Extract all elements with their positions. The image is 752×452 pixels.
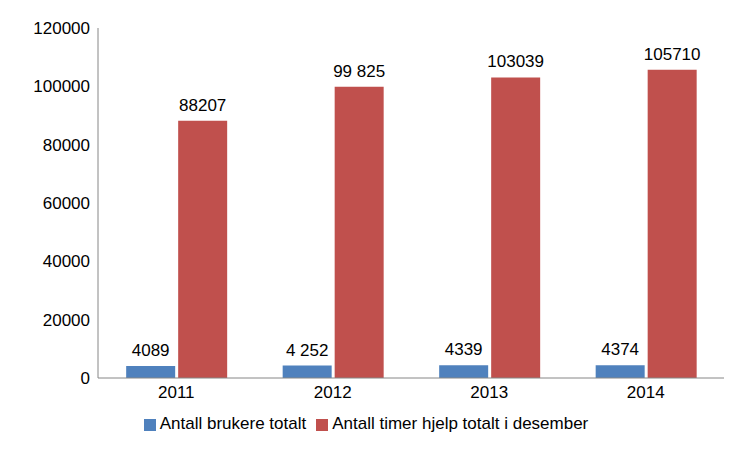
- svg-text:2014: 2014: [627, 383, 665, 402]
- svg-text:0: 0: [81, 369, 90, 388]
- svg-text:88207: 88207: [179, 96, 226, 115]
- svg-text:103039: 103039: [487, 52, 544, 71]
- svg-text:99 825: 99 825: [333, 62, 385, 81]
- svg-text:4339: 4339: [445, 340, 483, 359]
- svg-text:4374: 4374: [601, 340, 639, 359]
- svg-text:100000: 100000: [33, 77, 90, 96]
- svg-text:60000: 60000: [43, 194, 90, 213]
- svg-text:2013: 2013: [470, 383, 508, 402]
- svg-text:105710: 105710: [644, 45, 701, 64]
- svg-text:2012: 2012: [314, 383, 352, 402]
- svg-text:80000: 80000: [43, 136, 90, 155]
- svg-text:4 252: 4 252: [286, 341, 329, 360]
- svg-text:4089: 4089: [132, 341, 170, 360]
- svg-text:2011: 2011: [158, 383, 195, 402]
- svg-text:120000: 120000: [33, 19, 90, 38]
- svg-text:20000: 20000: [43, 311, 90, 330]
- html-text:Antall timer hjelp totalt i de: Antall timer hjelp totalt i desember: [332, 414, 589, 433]
- html-text:Antall brukere totalt: Antall brukere totalt: [159, 414, 307, 433]
- svg-text:40000: 40000: [43, 252, 90, 271]
